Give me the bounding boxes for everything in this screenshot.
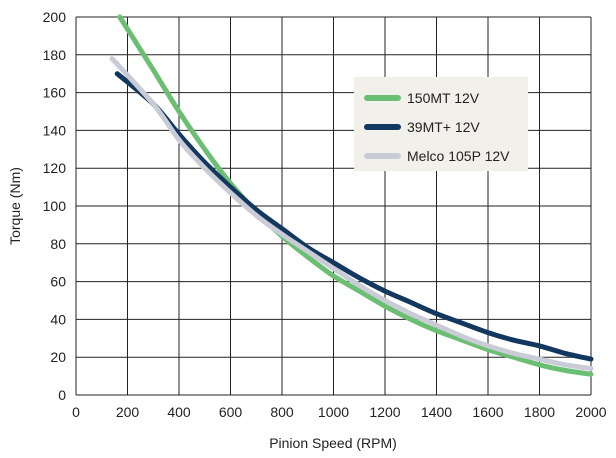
- series-lines: [109, 14, 594, 377]
- series-line-39mt-12v: [114, 71, 594, 362]
- y-tick-label: 120: [43, 160, 67, 176]
- y-tick-label: 0: [58, 387, 66, 403]
- x-tick-labels: 0 200 400 600 800 1000 1200 1400 1600 1800 2000: [72, 404, 607, 420]
- y-tick-label: 140: [43, 122, 67, 138]
- x-tick-label: 1600: [472, 404, 503, 420]
- y-tick-label: 80: [50, 236, 66, 252]
- y-tick-label: 60: [50, 274, 66, 290]
- y-tick-label: 20: [50, 349, 66, 365]
- y-tick-label: 200: [43, 9, 67, 25]
- series-line-melco-105p-12v: [109, 56, 594, 371]
- y-tick-label: 160: [43, 85, 67, 101]
- y-axis-label: Torque (Nm): [7, 167, 23, 245]
- y-tick-label: 100: [43, 198, 67, 214]
- x-tick-label: 600: [219, 404, 243, 420]
- y-tick-label: 180: [43, 47, 67, 63]
- x-tick-label: 1800: [524, 404, 555, 420]
- x-tick-label: 1400: [421, 404, 452, 420]
- legend-label-39mt-12v: 39MT+ 12V: [407, 119, 480, 135]
- legend: 150MT 12V 39MT+ 12V Melco 105P 12V: [354, 77, 528, 171]
- x-tick-label: 1000: [318, 404, 349, 420]
- legend-label-150mt-12v: 150MT 12V: [407, 90, 480, 106]
- x-axis-label: Pinion Speed (RPM): [269, 435, 397, 451]
- x-tick-label: 0: [72, 404, 80, 420]
- series-line-150mt-12v: [117, 14, 594, 377]
- x-tick-label: 1200: [369, 404, 400, 420]
- x-tick-label: 400: [167, 404, 191, 420]
- legend-label-melco-105p-12v: Melco 105P 12V: [407, 148, 510, 164]
- x-tick-label: 200: [116, 404, 140, 420]
- x-tick-label: 2000: [575, 404, 606, 420]
- y-tick-labels: 0 20 40 60 80 100 120 140 160 180 200: [43, 9, 67, 403]
- x-tick-label: 800: [270, 404, 294, 420]
- y-tick-label: 40: [50, 311, 66, 327]
